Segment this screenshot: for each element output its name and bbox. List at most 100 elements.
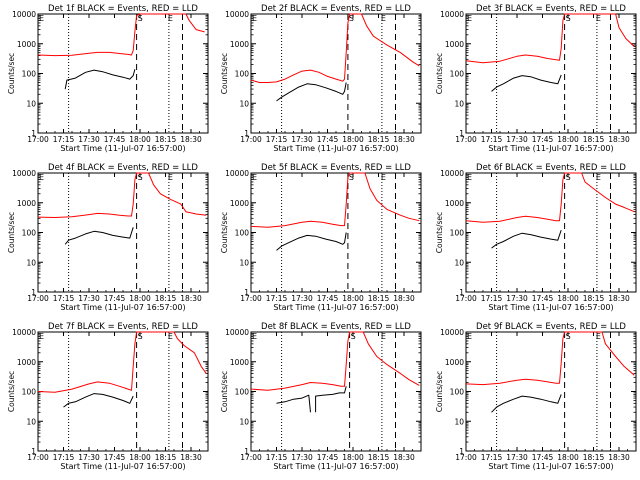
x-tick-label: 17:45: [104, 453, 126, 462]
panel-title: Det 8f BLACK = Events, RED = LLD: [261, 322, 411, 332]
start-marker-label: S: [351, 332, 356, 341]
y-tick-label: 10000: [12, 169, 36, 178]
x-tick-label: 18:30: [180, 294, 202, 303]
y-tick-label: 1000: [17, 358, 36, 367]
y-axis-label: Counts/sec: [7, 212, 16, 253]
series-line-lld: [250, 172, 420, 228]
x-tick-label: 17:00: [455, 294, 477, 303]
x-tick-label: 17:15: [53, 135, 75, 144]
series-line-lld: [37, 172, 207, 218]
y-axis-label: Counts/sec: [220, 53, 229, 94]
x-axis-label: Start Time (11-Jul-07 16:57:00): [60, 462, 185, 471]
x-tick-label: 18:00: [557, 135, 579, 144]
y-axis-label: Counts/sec: [220, 371, 229, 412]
left-edge-marker-label: E: [467, 14, 472, 23]
series-line-events: [491, 229, 562, 249]
detector-panel-5: Det 5f BLACK = Events, RED = LLD 17:00 17:…: [220, 163, 422, 312]
series-line-events: [491, 74, 562, 92]
series-line-lld: [250, 13, 420, 83]
y-tick-label: 1: [31, 129, 36, 138]
x-tick-label: 17:45: [317, 135, 339, 144]
detector-panel-7: Det 7f BLACK = Events, RED = LLD 17:00 17:…: [7, 322, 209, 471]
y-tick-label: 1: [244, 129, 249, 138]
x-tick-label: 18:15: [368, 294, 390, 303]
y-tick-label: 10: [239, 99, 249, 108]
x-tick-label: 17:15: [53, 453, 75, 462]
panel-title: Det 4f BLACK = Events, RED = LLD: [48, 163, 198, 173]
detector-panel-6: Det 6f BLACK = Events, RED = LLD 17:00 17:…: [435, 163, 637, 312]
y-tick-label: 1: [459, 447, 464, 456]
series-line-events: [64, 227, 134, 245]
x-tick-label: 17:00: [27, 135, 49, 144]
y-tick-label: 10: [454, 417, 464, 426]
series-line-lld: [465, 331, 635, 386]
y-tick-label: 10: [454, 99, 464, 108]
x-tick-label: 17:00: [455, 135, 477, 144]
x-axis-label: Start Time (11-Jul-07 16:57:00): [488, 462, 613, 471]
y-tick-label: 10: [26, 417, 36, 426]
x-tick-label: 17:45: [532, 135, 554, 144]
x-tick-label: 18:00: [342, 453, 364, 462]
y-tick-label: 10000: [12, 328, 36, 337]
detector-panel-8: Det 8f BLACK = Events, RED = LLD 17:00 17:…: [220, 322, 422, 471]
x-tick-label: 18:15: [155, 453, 177, 462]
x-tick-label: 18:15: [583, 294, 605, 303]
y-axis-label: Counts/sec: [7, 371, 16, 412]
y-tick-label: 10000: [225, 169, 249, 178]
x-axis-label: Start Time (11-Jul-07 16:57:00): [60, 144, 185, 153]
x-tick-label: 18:15: [368, 135, 390, 144]
x-tick-label: 18:00: [557, 453, 579, 462]
y-tick-label: 100: [450, 388, 465, 397]
start-marker-label: S: [566, 332, 571, 341]
panel-title: Det 1f BLACK = Events, RED = LLD: [48, 4, 198, 14]
y-tick-label: 10000: [440, 10, 464, 19]
x-tick-label: 17:30: [291, 453, 313, 462]
end-marker-label: E: [381, 173, 386, 182]
detector-panel-4: Det 4f BLACK = Events, RED = LLD 17:00 17:…: [7, 163, 209, 312]
y-tick-label: 10: [454, 258, 464, 267]
x-tick-label: 18:00: [129, 294, 151, 303]
y-tick-label: 1000: [445, 199, 464, 208]
detector-panel-9: Det 9f BLACK = Events, RED = LLD 17:00 17:…: [435, 322, 637, 471]
y-tick-label: 1000: [445, 358, 464, 367]
y-tick-label: 1000: [230, 40, 249, 49]
y-tick-label: 100: [22, 229, 37, 238]
detector-panel-3: Det 3f BLACK = Events, RED = LLD 17:00 17:…: [435, 4, 637, 153]
x-tick-label: 18:00: [342, 294, 364, 303]
x-axis-label: Start Time (11-Jul-07 16:57:00): [488, 303, 613, 312]
detector-panel-1: Det 1f BLACK = Events, RED = LLD 17:00 17:…: [7, 4, 209, 153]
y-tick-label: 100: [235, 388, 250, 397]
start-marker-label: S: [566, 14, 571, 23]
y-tick-label: 10000: [12, 10, 36, 19]
y-tick-label: 1: [244, 288, 249, 297]
y-tick-label: 10000: [440, 328, 464, 337]
x-tick-label: 17:45: [532, 453, 554, 462]
x-axis-label: Start Time (11-Jul-07 16:57:00): [273, 462, 398, 471]
x-tick-label: 17:15: [266, 294, 288, 303]
y-axis-label: Counts/sec: [435, 212, 444, 253]
x-tick-label: 17:45: [104, 135, 126, 144]
x-tick-label: 17:00: [27, 453, 49, 462]
detector-panel-2: Det 2f BLACK = Events, RED = LLD 17:00 17:…: [220, 4, 422, 153]
x-axis-label: Start Time (11-Jul-07 16:57:00): [273, 303, 398, 312]
x-tick-label: 17:30: [291, 135, 313, 144]
y-tick-label: 10000: [225, 328, 249, 337]
series-line-events: [64, 69, 136, 90]
x-axis-label: Start Time (11-Jul-07 16:57:00): [488, 144, 613, 153]
left-edge-marker-label: E: [39, 14, 44, 23]
x-tick-label: 17:30: [291, 294, 313, 303]
y-tick-label: 10: [239, 417, 249, 426]
left-edge-marker-label: E: [467, 173, 472, 182]
y-tick-label: 10000: [225, 10, 249, 19]
left-edge-marker-label: E: [39, 173, 44, 182]
y-axis-label: Counts/sec: [7, 53, 16, 94]
x-tick-label: 18:30: [393, 135, 415, 144]
series-line-events: [276, 394, 311, 413]
x-tick-label: 18:15: [155, 135, 177, 144]
x-tick-label: 18:00: [557, 294, 579, 303]
x-tick-label: 18:00: [129, 453, 151, 462]
series-line-lld: [37, 331, 207, 393]
y-axis-label: Counts/sec: [435, 53, 444, 94]
x-tick-label: 17:00: [240, 135, 262, 144]
start-marker-label: S: [349, 173, 354, 182]
